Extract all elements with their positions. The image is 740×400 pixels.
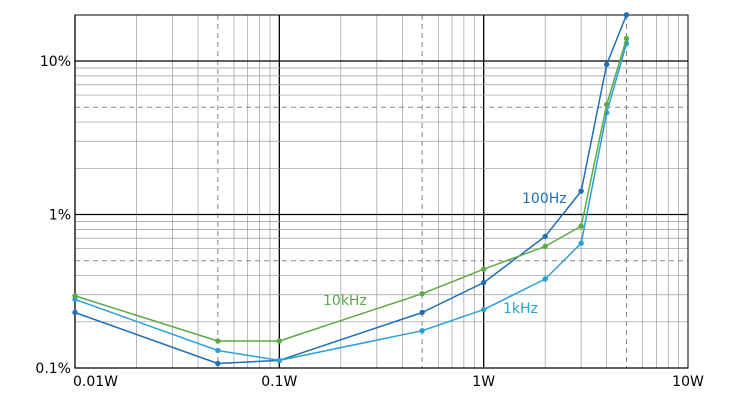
x-tick-label: 1W <box>472 374 495 390</box>
grid <box>74 14 688 369</box>
data-point-10khz <box>603 101 610 108</box>
data-point-10khz <box>276 338 283 344</box>
data-point-1khz <box>276 357 283 364</box>
series-label-10khz: 10kHz <box>323 293 367 309</box>
data-point-1khz <box>480 306 487 313</box>
x-tick-label: 0.01W <box>73 374 118 390</box>
series-10khz <box>72 35 630 344</box>
data-point-10khz <box>215 338 221 344</box>
y-tick-label: 10% <box>40 54 71 70</box>
data-point-100hz <box>72 309 78 316</box>
data-point-100hz <box>419 309 425 316</box>
data-point-1khz <box>542 276 548 282</box>
tick-labels: 0.01W 0.1W 1W 10W 0.1% 1% 10% <box>35 54 704 390</box>
data-point-10khz <box>419 290 425 297</box>
data-point-1khz <box>419 327 425 334</box>
y-tick-label: 0.1% <box>35 361 71 377</box>
data-point-100hz <box>623 12 630 18</box>
series-layer <box>72 12 630 367</box>
data-point-100hz <box>215 360 221 367</box>
data-point-1khz <box>215 347 221 354</box>
data-point-10khz <box>623 35 630 42</box>
y-tick-label: 1% <box>49 208 71 224</box>
data-point-100hz <box>542 233 548 240</box>
series-label-1khz: 1kHz <box>503 301 538 317</box>
x-tick-label: 0.1W <box>261 374 297 390</box>
data-point-10khz <box>542 243 548 250</box>
data-point-10khz <box>480 266 487 272</box>
plot-area <box>74 14 689 369</box>
series-100hz <box>72 12 630 367</box>
data-point-10khz <box>578 223 584 229</box>
data-point-10khz <box>72 293 78 299</box>
data-point-1khz <box>578 240 584 246</box>
series-line-100hz <box>74 14 628 365</box>
series-label-100hz: 100Hz <box>522 191 567 207</box>
data-point-100hz <box>578 188 584 194</box>
x-tick-label: 10W <box>672 374 704 390</box>
data-point-100hz <box>480 279 487 286</box>
series-labels: 100Hz 1kHz 10kHz <box>323 191 567 317</box>
data-point-100hz <box>603 61 610 68</box>
